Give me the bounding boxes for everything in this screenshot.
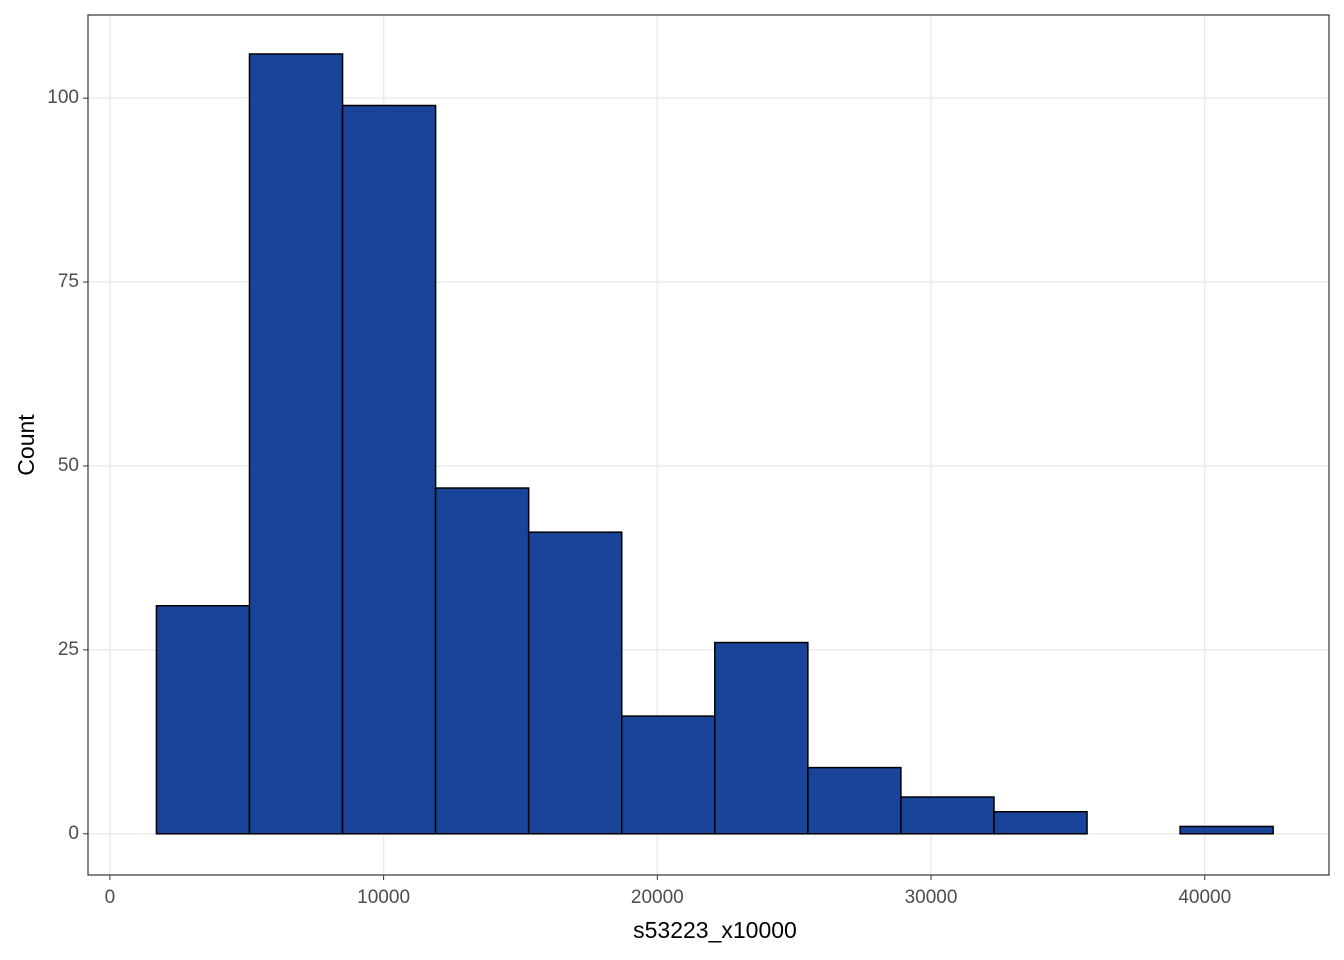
y-tick-label: 75	[58, 271, 79, 292]
bar	[1179, 825, 1274, 835]
x-tick-label: 30000	[905, 887, 958, 908]
bar	[807, 766, 902, 835]
x-tick-label: 20000	[631, 887, 684, 908]
bar	[434, 487, 530, 835]
x-tick-label: 40000	[1178, 887, 1231, 908]
x-tick-label: 10000	[357, 887, 410, 908]
bar	[620, 715, 716, 835]
plot-border	[87, 14, 1330, 876]
y-tick-label: 50	[58, 455, 79, 476]
y-tick-label: 100	[47, 87, 79, 108]
y-axis-title: Count	[13, 414, 39, 476]
x-tick-label: 0	[105, 887, 116, 908]
bar	[527, 531, 623, 835]
bar	[341, 104, 437, 835]
bar	[900, 796, 995, 835]
bar	[248, 53, 344, 835]
y-tick-label: 0	[68, 823, 79, 844]
bar	[155, 604, 251, 835]
x-axis-title: s53223_x10000	[633, 917, 797, 943]
y-tick-label: 25	[58, 639, 79, 660]
bar	[714, 641, 809, 835]
bar	[993, 810, 1088, 835]
